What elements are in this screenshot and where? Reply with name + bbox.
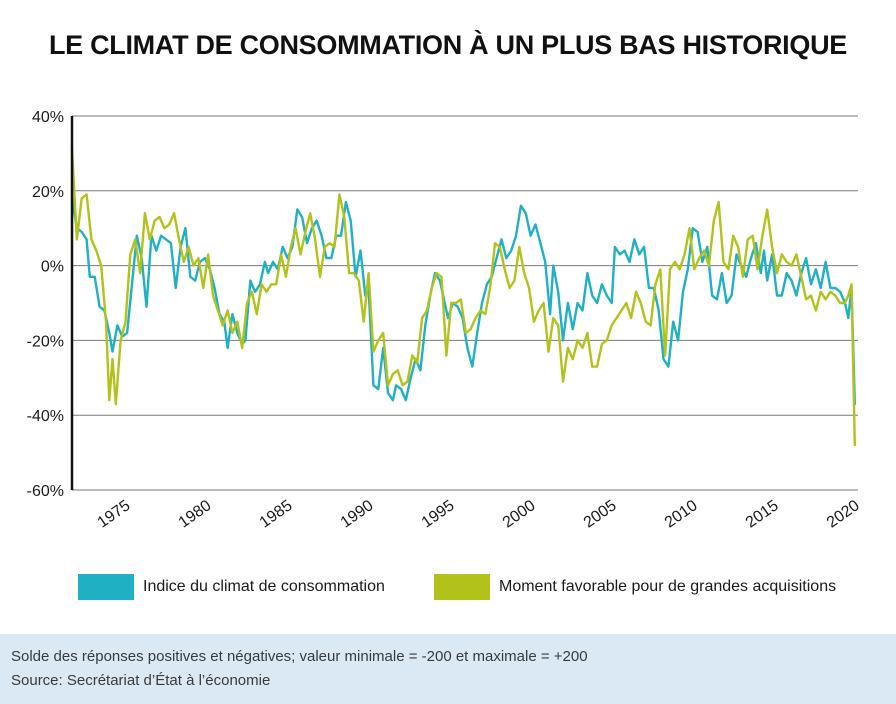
y-tick-label: 40% xyxy=(32,109,64,126)
y-tick-label: -40% xyxy=(27,408,64,425)
footer-description: Solde des réponses positives et négative… xyxy=(11,648,588,665)
x-tick-label: 1995 xyxy=(419,497,458,531)
x-tick-label: 1980 xyxy=(176,497,215,531)
legend-item-climat: Indice du climat de consommation xyxy=(78,574,385,600)
legend-swatch-climat xyxy=(78,574,134,600)
x-tick-label: 1990 xyxy=(338,497,377,531)
gridlines xyxy=(72,115,858,491)
y-tick-label: -20% xyxy=(27,333,64,350)
y-tick-label: 0% xyxy=(41,259,64,276)
legend: Indice du climat de consommation Moment … xyxy=(0,574,896,604)
legend-swatch-acquisitions xyxy=(434,574,490,600)
x-tick-label: 2000 xyxy=(500,497,539,531)
legend-label-climat: Indice du climat de consommation xyxy=(143,578,385,595)
series-line-climat xyxy=(70,197,856,406)
x-tick-label: 2010 xyxy=(662,497,701,531)
y-tick-label: 20% xyxy=(32,184,64,201)
x-axis-ticks: 1975 1980 1985 1990 1995 2000 2005 2010 2015 2020 xyxy=(95,497,863,531)
series-lines xyxy=(70,148,856,447)
footer-note: Solde des réponses positives et négative… xyxy=(0,634,896,704)
y-axis-ticks: 40% 20% 0% -20% -40% -60% xyxy=(27,109,64,500)
x-tick-label: 1985 xyxy=(257,497,296,531)
series-line-acquisitions xyxy=(70,148,856,447)
legend-label-acquisitions: Moment favorable pour de grandes acquisi… xyxy=(499,578,837,595)
x-tick-label: 2015 xyxy=(743,497,782,531)
x-tick-label: 1975 xyxy=(95,497,134,531)
line-chart: 40% 20% 0% -20% -40% -60% 1975 1980 1985 1990 199… xyxy=(27,109,863,531)
x-tick-label: 2020 xyxy=(824,497,863,531)
footer-source: Source: Secrétariat d’État à l’économie xyxy=(11,672,271,689)
y-tick-label: -60% xyxy=(27,483,64,500)
chart-title: LE CLIMAT DE CONSOMMATION À UN PLUS BAS … xyxy=(48,30,847,60)
legend-item-acquisitions: Moment favorable pour de grandes acquisi… xyxy=(434,574,836,600)
x-tick-label: 2005 xyxy=(581,497,620,531)
